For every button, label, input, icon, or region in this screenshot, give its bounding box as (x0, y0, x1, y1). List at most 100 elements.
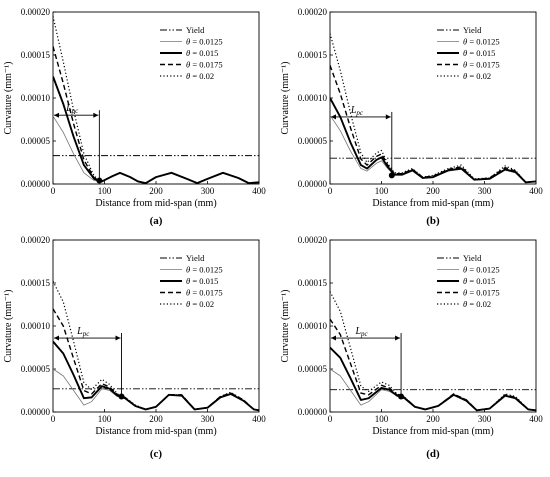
x-tick-label: 100 (375, 414, 389, 424)
lpc-label-sub: pc (71, 107, 80, 115)
legend-theta: θ (186, 71, 190, 81)
y-tick-label: 0.00005 (21, 364, 51, 374)
legend-theta: θ (463, 60, 467, 70)
lpc-arrow-head-right (93, 112, 99, 118)
y-tick-label: 0.00015 (298, 50, 328, 60)
x-tick-label: 200 (149, 414, 163, 424)
legend-entry: θ = 0.015 (463, 48, 495, 58)
lpc-arrow-head-left (331, 114, 336, 120)
chart-panel-c: 0 100 200 300 400 0.00000 0.00005 0.00010 0.0001… (3, 235, 266, 460)
y-tick-label: 0.00000 (21, 407, 51, 417)
legend-theta: θ (463, 299, 467, 309)
legend-value: = 0.0125 (190, 265, 222, 275)
chart-panel-b: 0 100 200 300 400 0.00000 0.00005 0.00010 0.0001… (280, 7, 543, 227)
x-tick-label: 100 (375, 186, 389, 196)
y-tick-label: 0.00020 (298, 235, 328, 245)
lpc-label: Lpc (350, 105, 364, 117)
y-tick-label: 0.00010 (21, 93, 51, 103)
legend-theta: θ (463, 265, 467, 275)
y-tick-label: 0.00020 (21, 7, 51, 17)
x-tick-label: 400 (529, 414, 543, 424)
legend-entry: θ = 0.0175 (186, 60, 223, 70)
x-tick-label: 400 (252, 186, 266, 196)
series-line-4 (53, 281, 259, 411)
legend-entry: Yield (186, 25, 205, 35)
lpc-label-main: L (65, 103, 72, 114)
lpc-marker (96, 177, 103, 184)
y-tick-label: 0.00010 (298, 93, 328, 103)
plot-area (330, 291, 536, 412)
y-tick-label: 0.00020 (21, 235, 51, 245)
legend-entry: θ = 0.0125 (463, 265, 500, 275)
chart-panel-d: 0 100 200 300 400 0.00000 0.00005 0.00010 0.0001… (280, 235, 543, 460)
y-tick-label: 0.00015 (21, 278, 51, 288)
x-axis-label: Distance from mid-span (mm) (95, 198, 216, 209)
panel-label: (d) (426, 448, 440, 460)
x-tick-label: 200 (426, 414, 440, 424)
legend-value: = 0.0175 (190, 60, 222, 70)
x-axis-label: Distance from mid-span (mm) (95, 426, 216, 437)
legend-value: = 0.0125 (467, 37, 499, 47)
legend-value: = 0.0175 (467, 288, 499, 298)
series-line-4 (330, 33, 536, 183)
legend-entry: θ = 0.02 (186, 71, 214, 81)
x-tick-label: 400 (252, 414, 266, 424)
lpc-arrow-head-left (54, 112, 59, 118)
plot-area (330, 33, 536, 184)
legend-entry: θ = 0.0125 (186, 37, 223, 47)
legend-theta: θ (186, 276, 190, 286)
legend-value: = 0.02 (190, 71, 214, 81)
y-tick-label: 0.00015 (298, 278, 328, 288)
x-tick-label: 300 (478, 186, 492, 196)
x-tick-label: 100 (98, 186, 112, 196)
series-line-3 (330, 318, 536, 411)
series-line-2 (330, 346, 536, 412)
y-axis-label: Curvature (mm⁻¹) (280, 290, 291, 363)
series-line-2 (53, 340, 259, 412)
lpc-marker (388, 172, 395, 179)
series-line-3 (330, 65, 536, 183)
legend-entry: Yield (186, 253, 205, 263)
x-axis-label: Distance from mid-span (mm) (372, 198, 493, 209)
legend-theta: θ (463, 288, 467, 298)
legend-entry: θ = 0.0175 (463, 60, 500, 70)
lpc-label: Lpc (76, 326, 90, 338)
legend-entry: θ = 0.0175 (186, 288, 223, 298)
legend-theta: θ (186, 265, 190, 275)
series-line-1 (53, 115, 259, 184)
legend-entry: θ = 0.015 (186, 276, 218, 286)
legend-value: = 0.015 (467, 276, 495, 286)
legend-theta: θ (186, 60, 190, 70)
y-tick-label: 0.00005 (298, 364, 328, 374)
lpc-label: Lpc (65, 103, 79, 115)
legend-value: = 0.0175 (190, 288, 222, 298)
series-line-2 (53, 76, 259, 184)
lpc-arrow-head-left (54, 335, 59, 341)
plot-frame (52, 239, 260, 413)
x-tick-label: 300 (201, 186, 215, 196)
lpc-arrow-head-right (395, 335, 401, 341)
x-tick-label: 400 (529, 186, 543, 196)
legend-theta: θ (463, 37, 467, 47)
legend-value: = 0.015 (190, 48, 218, 58)
legend-value: = 0.015 (190, 276, 218, 286)
legend-entry: θ = 0.02 (463, 71, 491, 81)
legend-theta: θ (186, 288, 190, 298)
lpc-label-sub: pc (360, 330, 369, 338)
legend-entry: θ = 0.02 (186, 299, 214, 309)
x-tick-label: 300 (201, 414, 215, 424)
panel-label: (c) (150, 448, 163, 460)
x-tick-label: 200 (149, 186, 163, 196)
y-axis-label: Curvature (mm⁻¹) (280, 62, 291, 135)
x-tick-label: 200 (426, 186, 440, 196)
lpc-arrow-head-left (331, 335, 336, 341)
x-tick-label: 0 (328, 186, 333, 196)
lpc-marker (118, 393, 125, 400)
y-tick-label: 0.00005 (21, 136, 51, 146)
legend-theta: θ (186, 299, 190, 309)
y-axis-label: Curvature (mm⁻¹) (3, 62, 14, 135)
y-tick-label: 0.00000 (298, 179, 328, 189)
lpc-label-main: L (350, 105, 357, 116)
x-axis-label: Distance from mid-span (mm) (372, 426, 493, 437)
